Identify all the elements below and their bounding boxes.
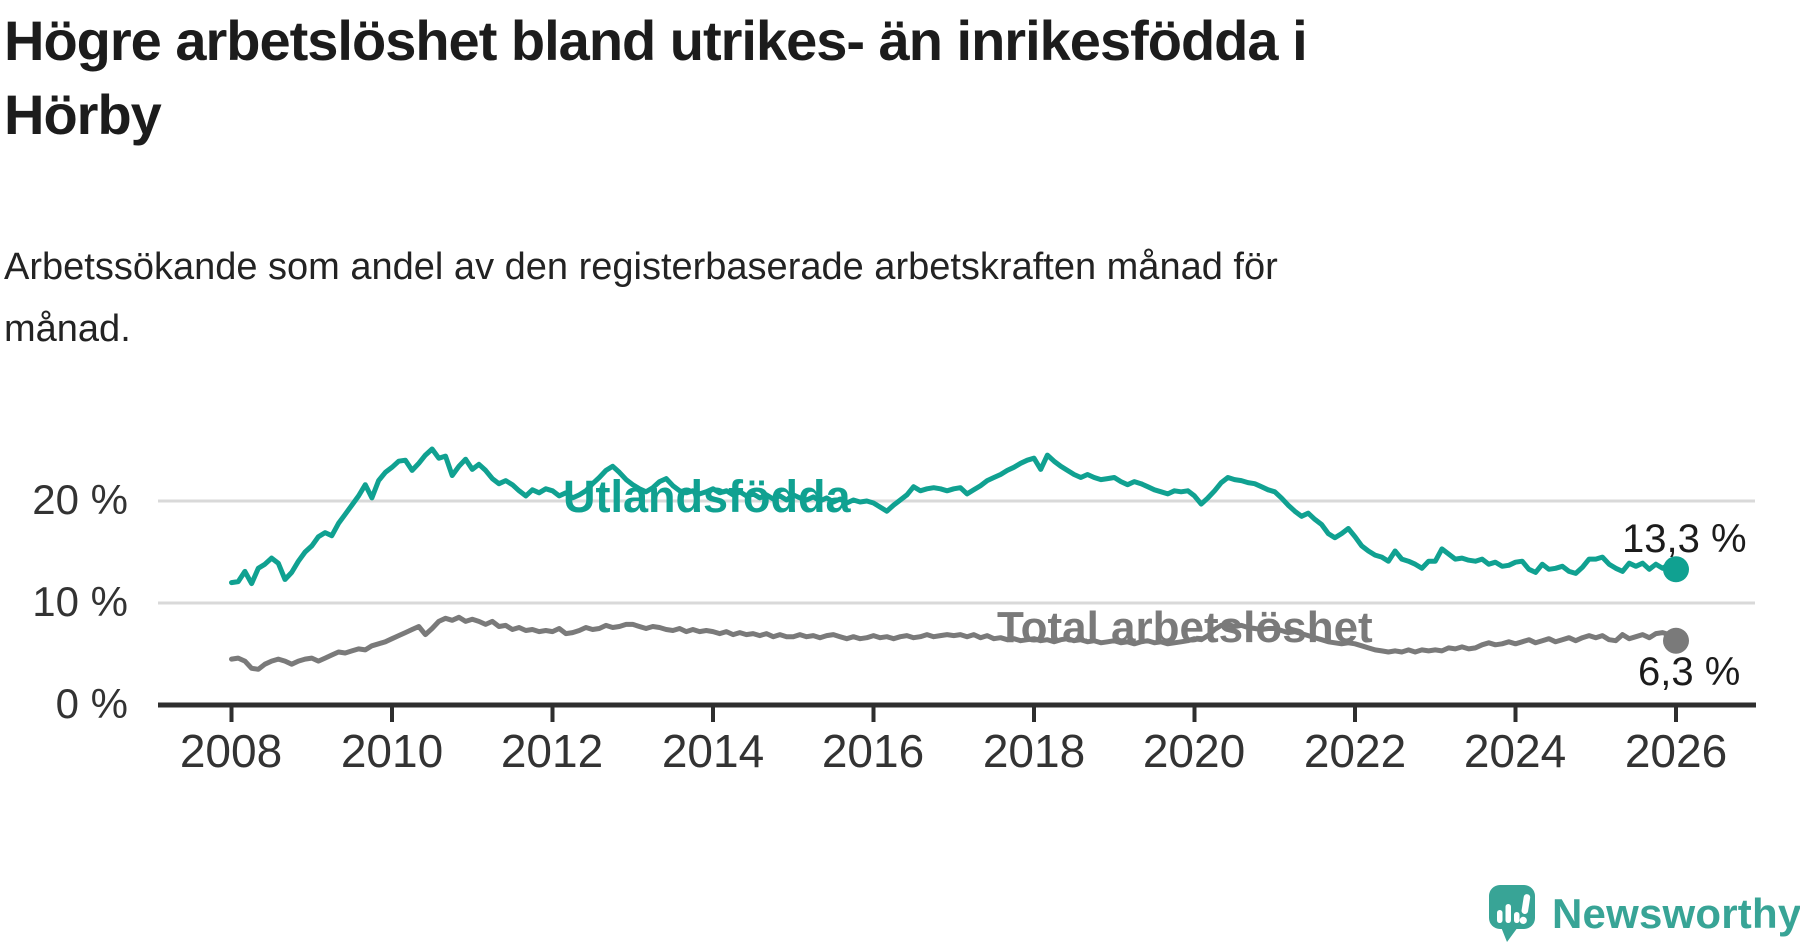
- series-label-total-arbetsloshet: Total arbetslöshet: [997, 603, 1373, 652]
- x-axis-label-2022: 2022: [1303, 725, 1407, 777]
- x-axis-label-2012: 2012: [500, 725, 604, 777]
- newsworthy-logo: Newsworthy: [1488, 884, 1800, 944]
- end-value-label-utlandsfodda: 13,3 %: [1622, 517, 1747, 561]
- x-axis-label-2018: 2018: [982, 725, 1086, 777]
- series-label-utlandsfodda: Utlandsfödda: [563, 471, 851, 522]
- page-title: Högre arbetslöshet bland utrikes- än inr…: [4, 4, 1704, 152]
- x-axis-label-2008: 2008: [179, 725, 283, 777]
- x-axis-label-2010: 2010: [340, 725, 444, 777]
- newsworthy-logo-icon: [1489, 885, 1535, 942]
- title-line-2: Hörby: [4, 83, 162, 146]
- x-axis-label-2020: 2020: [1142, 725, 1246, 777]
- y-axis-label-20: 20 %: [32, 476, 128, 523]
- y-axis-label-10: 10 %: [32, 578, 128, 625]
- y-axis-label-0: 0 %: [55, 680, 128, 727]
- chart-subtitle: Arbetssökande som andel av den registerb…: [4, 236, 1704, 360]
- x-axis-label-2024: 2024: [1463, 725, 1567, 777]
- x-axis-label-2026: 2026: [1624, 725, 1728, 777]
- subtitle-line-2: månad.: [4, 308, 131, 350]
- x-axis-label-2014: 2014: [661, 725, 765, 777]
- end-value-label-total: 6,3 %: [1638, 650, 1741, 694]
- newsworthy-logo-text: Newsworthy: [1552, 890, 1800, 937]
- title-line-1: Högre arbetslöshet bland utrikes- än inr…: [4, 9, 1308, 72]
- subtitle-line-1: Arbetssökande som andel av den registerb…: [4, 246, 1278, 288]
- x-axis-label-2016: 2016: [821, 725, 925, 777]
